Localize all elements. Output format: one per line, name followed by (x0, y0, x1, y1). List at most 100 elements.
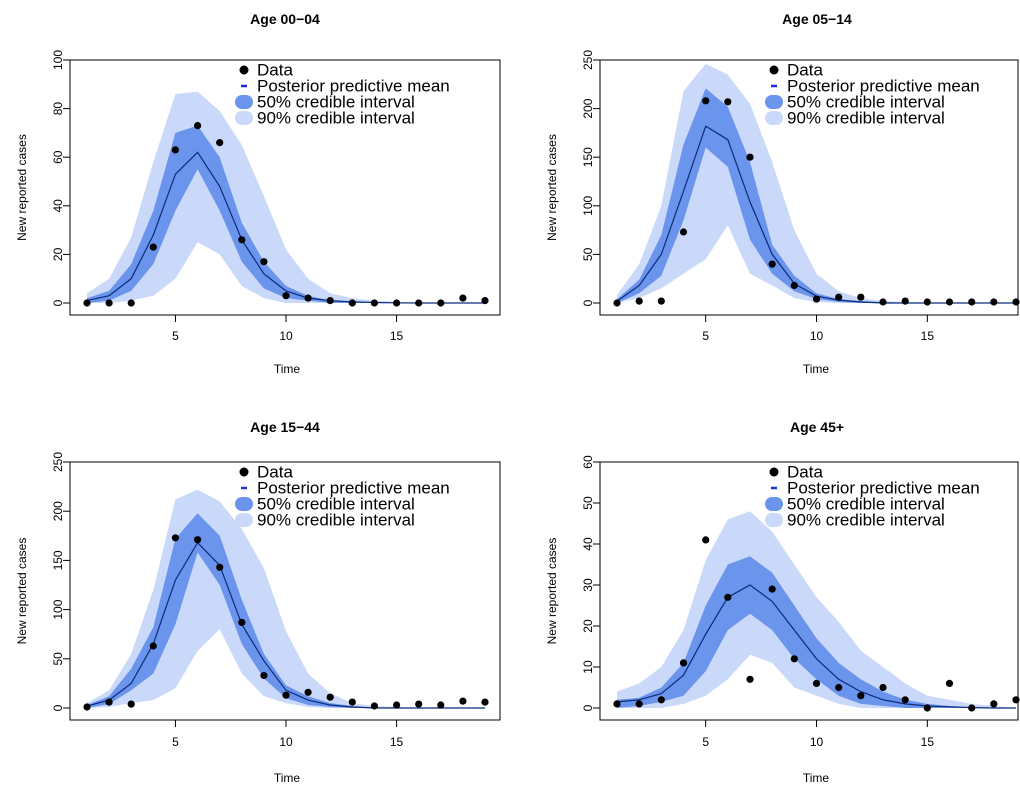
y-tick-label: 0 (581, 704, 595, 711)
data-point (613, 299, 621, 307)
panel-title: Age 00−04 (250, 11, 320, 27)
legend-mean-label: Posterior predictive mean (257, 77, 450, 96)
legend-data-symbol (769, 467, 779, 477)
y-tick-label: 250 (581, 50, 595, 70)
legend-ci90-symbol (765, 111, 783, 125)
legend-ci90-label: 90% credible interval (787, 511, 945, 530)
mean-line (616, 584, 1016, 709)
legend-data-label: Data (787, 463, 823, 482)
data-point (348, 299, 356, 307)
x-axis-label: Time (803, 771, 830, 785)
data-point (835, 683, 843, 692)
data-point (238, 236, 246, 244)
legend-ci90-label: 90% credible interval (787, 109, 945, 128)
x-tick-label: 5 (702, 329, 709, 343)
data-point (415, 700, 423, 708)
data-point (171, 146, 179, 154)
legend-ci50-symbol (765, 497, 783, 511)
y-tick-label: 200 (51, 501, 65, 521)
data-point (393, 701, 401, 709)
y-tick-label: 60 (51, 150, 65, 164)
data-point (968, 704, 976, 712)
data-point (768, 260, 776, 268)
data-point (746, 153, 754, 161)
data-point (635, 297, 643, 305)
y-axis: 0 20 40 60 80 100 (51, 50, 70, 306)
data-point (679, 659, 688, 667)
x-tick-label: 10 (810, 735, 824, 749)
y-tick-label: 50 (51, 652, 65, 666)
data-point (415, 299, 423, 307)
data-point (657, 696, 665, 704)
data-point (724, 593, 732, 601)
panel-title: Age 45+ (790, 419, 844, 435)
ci50-band (617, 88, 1016, 303)
y-axis-label: New reported cases (545, 134, 559, 241)
data-point (790, 655, 798, 663)
data-point (194, 536, 202, 544)
y-axis: 0 10 20 30 40 50 60 (581, 455, 600, 711)
data-point (679, 228, 688, 236)
data-point (1012, 696, 1020, 704)
legend-data-label: Data (257, 61, 293, 80)
data-point (857, 692, 865, 700)
x-tick-label: 5 (702, 735, 709, 749)
y-tick-label: 20 (51, 247, 65, 261)
data-point (481, 297, 489, 305)
data-point (790, 281, 798, 290)
legend-ci50-label: 50% credible interval (787, 93, 945, 112)
legend-ci50-label: 50% credible interval (257, 93, 415, 112)
legend-mean-label: Posterior predictive mean (787, 77, 980, 96)
x-tick-label: 15 (390, 329, 404, 343)
x-tick-label: 15 (921, 329, 935, 343)
legend-data-label: Data (257, 463, 293, 482)
x-axis-label: Time (274, 362, 301, 376)
y-tick-label: 30 (581, 578, 595, 592)
data-point (945, 298, 954, 306)
data-point (724, 98, 732, 106)
y-tick-label: 60 (581, 455, 595, 469)
data-point (326, 693, 334, 701)
x-tick-label: 5 (172, 735, 179, 749)
legend-mean-label: Posterior predictive mean (787, 479, 980, 498)
data-point (613, 700, 621, 708)
data-point (127, 299, 135, 307)
y-tick-label: 150 (581, 147, 595, 167)
y-tick-label: 0 (51, 704, 65, 711)
legend-ci50-label: 50% credible interval (257, 495, 415, 514)
ci50-band (87, 125, 485, 303)
legend-mean-label: Posterior predictive mean (257, 479, 450, 498)
data-point (835, 293, 843, 301)
data-point (879, 683, 887, 692)
data-point (812, 295, 821, 303)
data-point (216, 139, 224, 147)
legend-data-symbol (239, 467, 249, 477)
data-point (768, 585, 776, 593)
legend-data-symbol (769, 65, 779, 75)
y-tick-label: 20 (581, 619, 595, 633)
data-point (260, 671, 268, 680)
y-tick-label: 40 (581, 537, 595, 551)
x-tick-label: 10 (279, 329, 293, 343)
data-point (437, 701, 445, 709)
x-axis: 5 10 15 (702, 719, 935, 749)
x-axis: 5 10 15 (172, 314, 404, 343)
x-axis: 5 10 15 (172, 719, 404, 749)
data-point (459, 294, 467, 302)
y-tick-label: 200 (581, 98, 595, 118)
data-point (348, 698, 356, 706)
data-point (635, 700, 643, 708)
ci50-band (617, 556, 1016, 708)
legend-ci90-label: 90% credible interval (257, 109, 415, 128)
legend-ci50-symbol (235, 497, 253, 511)
data-point (437, 299, 445, 307)
data-point (968, 298, 976, 306)
y-tick-label: 0 (51, 299, 65, 306)
data-point (149, 243, 157, 251)
x-tick-label: 15 (921, 735, 935, 749)
x-axis-label: Time (803, 362, 830, 376)
